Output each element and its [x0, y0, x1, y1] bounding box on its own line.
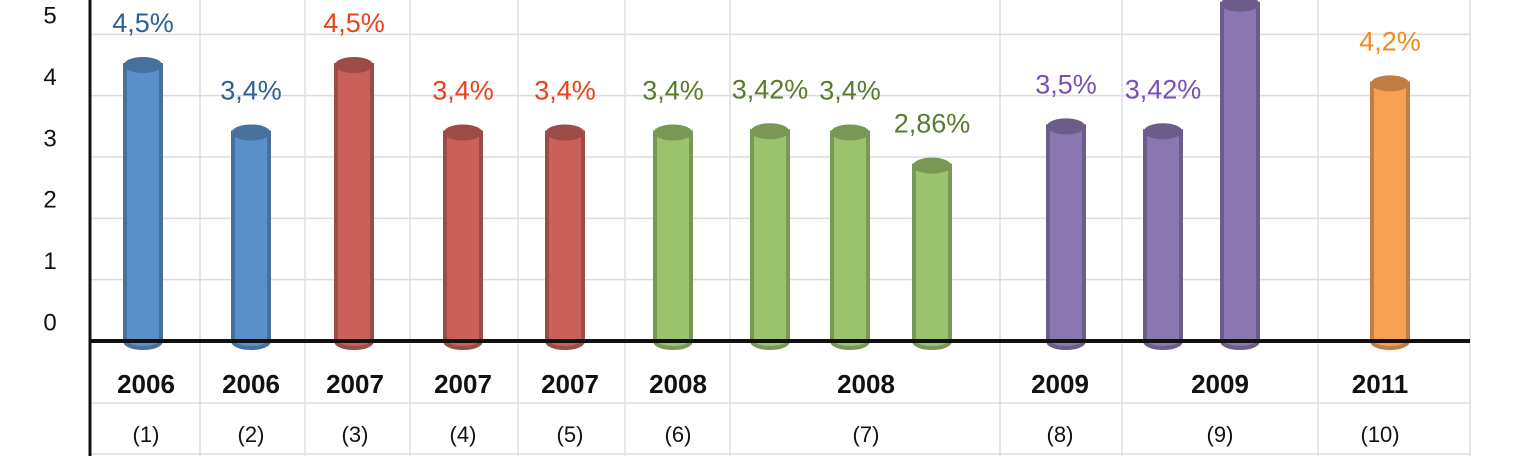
x-year-label: 2007	[326, 369, 384, 399]
x-number-label: (3)	[342, 422, 369, 447]
value-label: 3,42%	[1125, 74, 1202, 104]
x-year-label: 2009	[1031, 369, 1089, 399]
x-year-label: 2011	[1352, 369, 1408, 399]
bar	[443, 130, 483, 343]
bar	[1046, 124, 1086, 344]
x-year-label: 2009	[1191, 369, 1249, 399]
bar-top	[751, 123, 789, 140]
bar-top	[546, 124, 584, 141]
bar-top	[1047, 118, 1085, 135]
x-number-label: (9)	[1207, 422, 1234, 447]
bar-top	[913, 157, 951, 174]
value-label: 3,4%	[220, 76, 282, 106]
y-tick-label: 1	[43, 248, 56, 275]
x-year-label: 2006	[222, 369, 280, 399]
x-number-label: (4)	[450, 422, 477, 447]
y-tick-label: 4	[43, 64, 56, 91]
value-label: 2,86%	[894, 109, 971, 139]
bar-top	[654, 124, 692, 141]
bar	[750, 129, 790, 343]
x-year-label: 2008	[837, 369, 895, 399]
bar	[653, 130, 693, 343]
x-number-label: (5)	[557, 422, 584, 447]
x-number-label: (7)	[853, 422, 880, 447]
y-tick-label: 3	[43, 125, 56, 152]
value-label: 3,42%	[732, 74, 809, 104]
bar	[912, 163, 952, 343]
x-number-label: (2)	[238, 422, 265, 447]
bar-top	[444, 124, 482, 141]
bar-top	[1221, 0, 1259, 12]
bar	[1370, 81, 1410, 344]
y-tick-label: 5	[43, 3, 56, 30]
y-tick-label: 2	[43, 187, 56, 214]
value-label: 4,5%	[323, 8, 385, 38]
x-year-label: 2006	[117, 369, 175, 399]
value-label: 3,4%	[819, 76, 881, 106]
bar	[334, 63, 374, 343]
value-label: 3,4%	[432, 76, 494, 106]
bar-top	[335, 57, 373, 74]
x-year-label: 2008	[649, 369, 707, 399]
x-number-label: (1)	[133, 422, 160, 447]
bar-top	[232, 124, 270, 141]
y-tick-label: 0	[43, 309, 56, 336]
bar	[231, 130, 271, 343]
bar	[830, 130, 870, 343]
value-label: 3,5%	[1035, 69, 1097, 99]
bar	[545, 130, 585, 343]
x-number-label: (6)	[665, 422, 692, 447]
value-label: 3,4%	[642, 76, 704, 106]
bar	[1220, 1, 1260, 343]
bar-top	[1144, 123, 1182, 140]
value-label: 4,2%	[1359, 27, 1421, 57]
bar-top	[831, 124, 869, 141]
x-number-label: (10)	[1360, 422, 1399, 447]
value-label: 3,4%	[534, 76, 596, 106]
bar	[123, 63, 163, 343]
table-frame	[90, 402, 1470, 455]
x-year-label: 2007	[541, 369, 599, 399]
x-year-label: 2007	[434, 369, 492, 399]
bar	[1143, 129, 1183, 343]
bar-top	[124, 57, 162, 74]
value-label: 4,5%	[112, 8, 174, 38]
bar-top	[1371, 75, 1409, 92]
x-number-label: (8)	[1047, 422, 1074, 447]
